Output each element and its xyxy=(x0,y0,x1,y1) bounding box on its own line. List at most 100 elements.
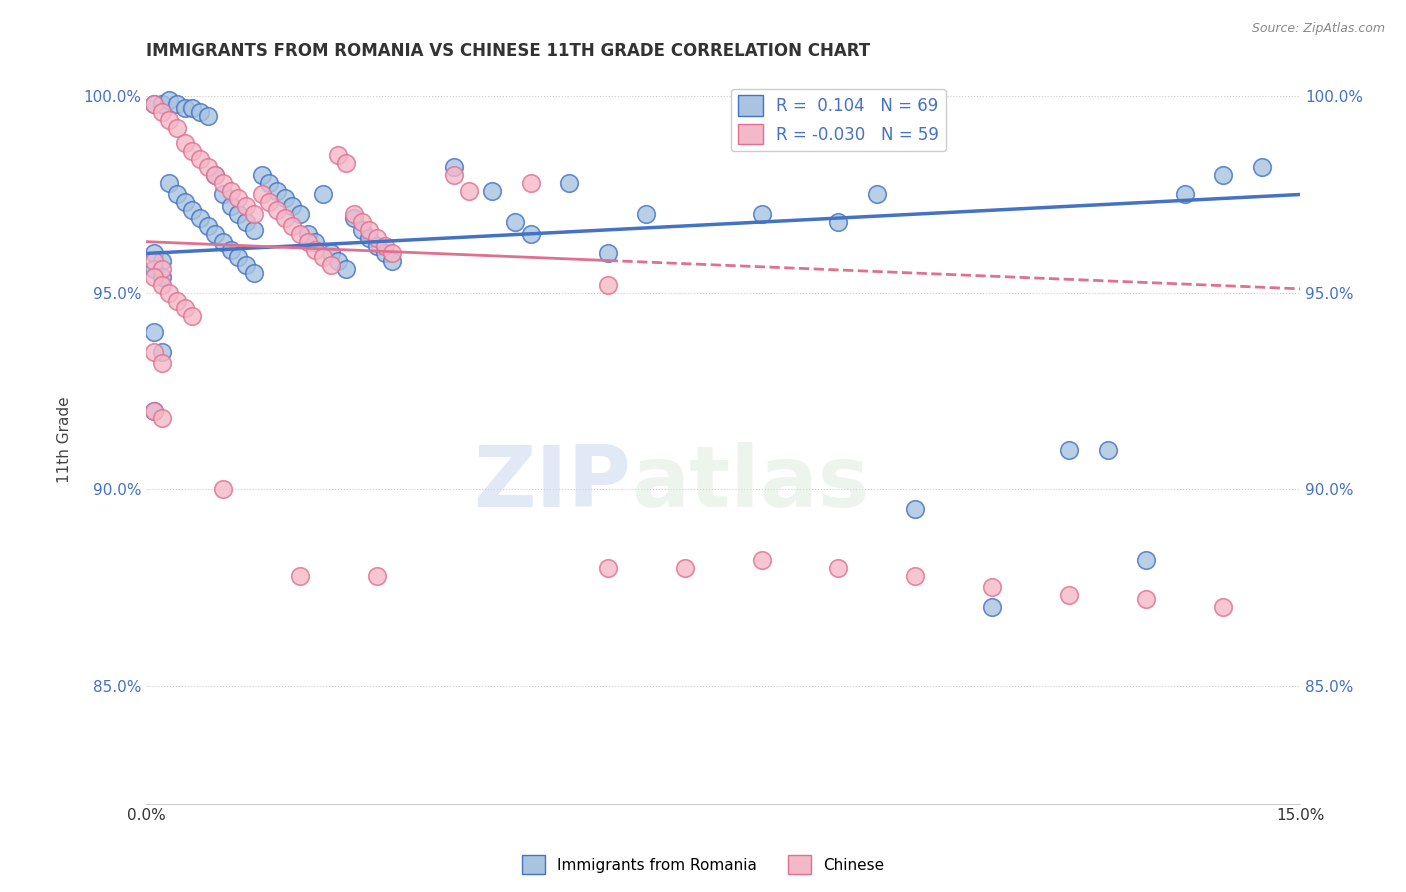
Point xyxy=(458,184,481,198)
Point xyxy=(150,356,173,370)
Point xyxy=(228,251,250,265)
Point xyxy=(219,199,242,213)
Point xyxy=(150,411,173,425)
Point xyxy=(827,215,849,229)
Point xyxy=(596,277,619,292)
Point xyxy=(288,227,311,241)
Point xyxy=(142,262,165,277)
Point xyxy=(297,235,319,249)
Point xyxy=(904,568,927,582)
Point xyxy=(142,270,165,285)
Point xyxy=(150,344,173,359)
Point xyxy=(443,160,465,174)
Point xyxy=(366,238,388,252)
Point xyxy=(481,184,503,198)
Point xyxy=(343,207,366,221)
Point xyxy=(1057,442,1080,457)
Point xyxy=(1057,588,1080,602)
Point xyxy=(904,501,927,516)
Point xyxy=(281,219,304,233)
Point xyxy=(243,223,266,237)
Point xyxy=(181,310,204,324)
Point xyxy=(288,207,311,221)
Point xyxy=(173,101,195,115)
Point xyxy=(350,223,373,237)
Point xyxy=(827,561,849,575)
Point xyxy=(188,211,211,225)
Point xyxy=(1212,168,1234,182)
Point xyxy=(197,219,219,233)
Point xyxy=(1135,553,1157,567)
Point xyxy=(281,199,304,213)
Point xyxy=(304,235,326,249)
Point xyxy=(520,176,543,190)
Text: ZIP: ZIP xyxy=(472,442,631,525)
Point xyxy=(350,215,373,229)
Point xyxy=(343,211,366,225)
Point xyxy=(150,277,173,292)
Point xyxy=(1135,592,1157,607)
Point xyxy=(335,262,357,277)
Point xyxy=(157,93,180,107)
Point xyxy=(150,97,173,112)
Point xyxy=(150,105,173,120)
Point xyxy=(328,148,350,162)
Point xyxy=(142,97,165,112)
Point xyxy=(212,187,235,202)
Point xyxy=(359,223,381,237)
Point xyxy=(366,568,388,582)
Point xyxy=(157,176,180,190)
Point xyxy=(596,246,619,260)
Point xyxy=(212,235,235,249)
Point xyxy=(173,195,195,210)
Point xyxy=(142,344,165,359)
Point xyxy=(150,254,173,268)
Point xyxy=(157,285,180,300)
Point xyxy=(228,191,250,205)
Point xyxy=(273,191,295,205)
Point xyxy=(219,243,242,257)
Point xyxy=(219,184,242,198)
Point xyxy=(304,243,326,257)
Point xyxy=(257,176,280,190)
Point xyxy=(228,207,250,221)
Point xyxy=(751,207,773,221)
Point xyxy=(173,301,195,316)
Point xyxy=(212,482,235,496)
Point xyxy=(273,211,295,225)
Point xyxy=(443,168,465,182)
Point xyxy=(142,325,165,339)
Point xyxy=(166,187,188,202)
Point xyxy=(235,215,257,229)
Point xyxy=(150,270,173,285)
Point xyxy=(266,203,288,218)
Point xyxy=(142,403,165,417)
Point xyxy=(142,254,165,268)
Point xyxy=(257,195,280,210)
Point xyxy=(243,266,266,280)
Text: IMMIGRANTS FROM ROMANIA VS CHINESE 11TH GRADE CORRELATION CHART: IMMIGRANTS FROM ROMANIA VS CHINESE 11TH … xyxy=(146,42,870,60)
Point xyxy=(673,561,696,575)
Text: atlas: atlas xyxy=(631,442,869,525)
Point xyxy=(235,258,257,272)
Point xyxy=(335,156,357,170)
Point xyxy=(166,97,188,112)
Point xyxy=(235,199,257,213)
Point xyxy=(166,293,188,308)
Point xyxy=(374,238,396,252)
Point xyxy=(212,176,235,190)
Point xyxy=(204,168,226,182)
Point xyxy=(596,561,619,575)
Text: Source: ZipAtlas.com: Source: ZipAtlas.com xyxy=(1251,22,1385,36)
Point xyxy=(866,187,889,202)
Point xyxy=(204,227,226,241)
Point xyxy=(381,254,404,268)
Point xyxy=(366,230,388,244)
Point xyxy=(166,120,188,135)
Point xyxy=(319,258,342,272)
Point xyxy=(328,254,350,268)
Point xyxy=(181,145,204,159)
Point xyxy=(1097,442,1119,457)
Point xyxy=(297,227,319,241)
Point xyxy=(981,581,1004,595)
